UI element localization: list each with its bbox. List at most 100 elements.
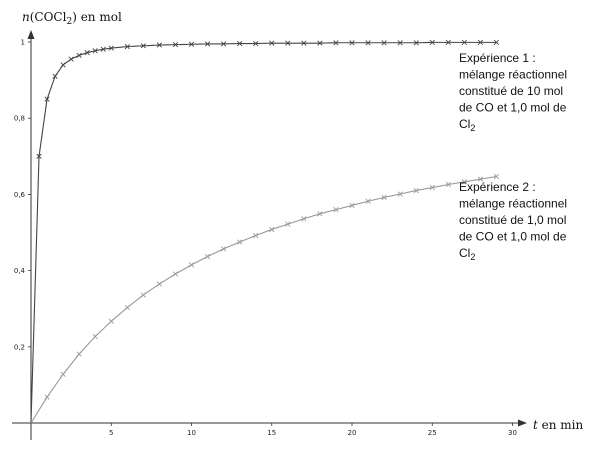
y-tick-label: 0,4 <box>14 267 26 275</box>
point-stroke <box>317 40 323 46</box>
point-stroke <box>269 40 275 46</box>
series-1-point <box>156 42 163 48</box>
series-2-point <box>477 176 484 182</box>
point-stroke <box>381 194 387 201</box>
point-stroke <box>333 207 339 213</box>
point-stroke <box>461 179 467 185</box>
point-stroke <box>76 52 82 58</box>
point-stroke <box>108 45 114 51</box>
series-2-point <box>285 221 291 227</box>
series-2-point <box>237 239 243 245</box>
series-1-annotation: Expérience 1 : mélange réactionnel constit… <box>459 51 567 133</box>
series-1-point <box>317 40 323 46</box>
point-stroke <box>140 292 146 298</box>
series-2-point <box>76 351 82 357</box>
point-stroke <box>349 202 355 209</box>
point-stroke <box>156 281 163 287</box>
point-stroke <box>237 40 243 47</box>
series-2-point <box>349 202 355 209</box>
point-stroke <box>365 198 371 204</box>
x-axis-label-unit: en min <box>538 418 584 432</box>
point-stroke <box>60 371 66 377</box>
series-2-point <box>92 333 98 340</box>
x-tick-label: 25 <box>428 429 437 437</box>
series-1-point <box>349 40 355 46</box>
series-1-point <box>381 40 387 46</box>
y-axis-label-symbol: n <box>22 10 30 24</box>
series-1-point <box>44 96 50 102</box>
annotation-text: Cl <box>459 246 470 260</box>
point-stroke <box>76 351 82 357</box>
point-stroke <box>84 50 90 56</box>
annotation-text: constitué de 10 mol <box>459 84 563 98</box>
series-2-point <box>461 179 467 185</box>
point-stroke <box>285 40 291 46</box>
series-1-point <box>92 48 98 54</box>
annotation-text: Cl <box>459 117 470 131</box>
y-axis-label-close: ) <box>72 10 77 24</box>
point-stroke <box>188 262 195 268</box>
annotation-line: de CO et 1,0 mol de <box>459 101 567 115</box>
series-1-point <box>188 41 195 47</box>
annotation-line: constitué de 1,0 mol <box>459 213 566 227</box>
series-1-point <box>429 39 435 45</box>
point-stroke <box>397 40 403 46</box>
series-1-point <box>397 40 403 46</box>
series-annotations: Expérience 1 : mélange réactionnel constit… <box>459 51 567 262</box>
series-1-point <box>237 40 243 47</box>
series-2-line <box>30 175 497 424</box>
annotation-line: de CO et 1,0 mol de <box>459 230 567 244</box>
annotation-text: Expérience 1 : <box>459 51 536 65</box>
series-1-point <box>36 153 42 159</box>
point-stroke <box>477 176 484 182</box>
point-stroke <box>365 40 371 46</box>
y-axis-label-unit: en mol <box>77 10 122 24</box>
annotation-line: Expérience 1 : <box>459 51 536 65</box>
y-axis-label: n(COCl2) en mol <box>22 10 122 27</box>
point-stroke <box>92 48 98 54</box>
series-2-point <box>140 292 146 298</box>
point-stroke <box>172 42 179 48</box>
series-1-point <box>461 39 467 45</box>
point-stroke <box>381 40 387 46</box>
series-1-point <box>52 73 58 79</box>
series-2-point <box>269 226 275 233</box>
annotation-subscript: 2 <box>470 252 475 262</box>
point-stroke <box>285 221 291 227</box>
series-2-point <box>333 207 339 213</box>
point-stroke <box>445 181 451 188</box>
series-2-annotation: Expérience 2 : mélange réactionnel constit… <box>459 180 567 262</box>
x-axis-label: t en min <box>533 418 584 432</box>
point-stroke <box>493 39 500 45</box>
series-2-point <box>253 232 259 239</box>
point-stroke <box>429 184 435 191</box>
series-1-point <box>140 43 146 49</box>
y-tick-label: 0,2 <box>14 343 25 351</box>
point-stroke <box>429 39 435 45</box>
y-tick-label: 0,6 <box>14 191 26 199</box>
series-2-point <box>317 211 323 217</box>
annotation-text: mélange réactionnel <box>459 197 567 211</box>
series-1-point <box>493 39 500 45</box>
series-1-point <box>124 43 130 50</box>
annotation-line: Cl2 <box>459 246 475 262</box>
point-stroke <box>301 40 307 46</box>
series-2-point <box>124 304 130 311</box>
point-stroke <box>44 394 50 400</box>
series-1-point <box>413 40 419 46</box>
point-stroke <box>413 187 419 194</box>
series-2-point <box>44 394 50 400</box>
annotation-text: Expérience 2 : <box>459 180 536 194</box>
x-tick-label: 15 <box>267 429 276 437</box>
series-2-point <box>493 173 500 180</box>
point-stroke <box>220 246 227 252</box>
series-1-point <box>172 42 179 48</box>
y-axis-label-subscript: 2 <box>66 17 72 27</box>
series-2-point <box>172 271 179 277</box>
series-1-point <box>301 40 307 46</box>
point-stroke <box>100 46 106 52</box>
point-stroke <box>333 40 339 46</box>
point-stroke <box>204 253 211 260</box>
series-1-point <box>68 56 74 62</box>
point-stroke <box>269 226 275 233</box>
